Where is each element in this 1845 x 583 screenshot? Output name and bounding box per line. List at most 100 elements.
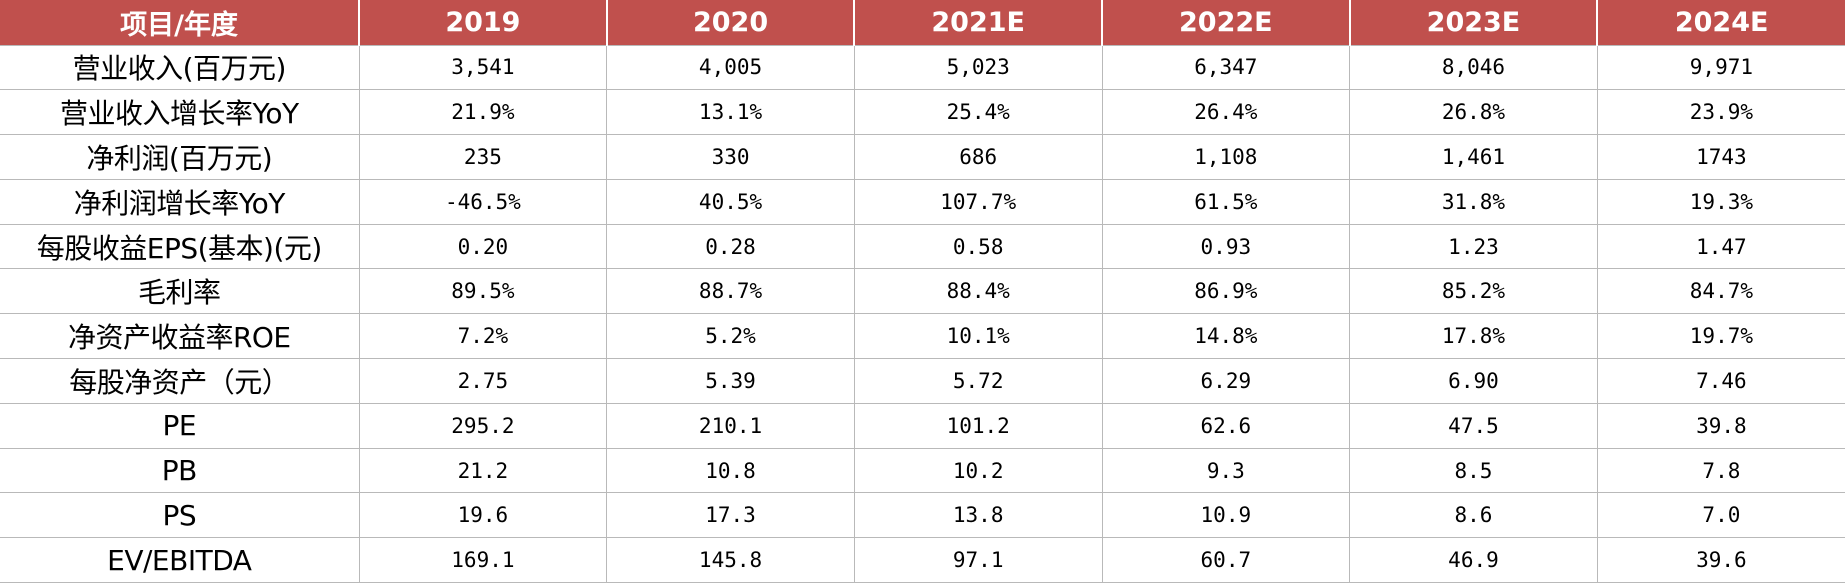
- table-cell: 17.3: [606, 492, 855, 538]
- table-cell: 19.6: [358, 492, 607, 538]
- table-cell: 1743: [1596, 134, 1845, 180]
- table-cell: 10.2: [853, 447, 1102, 493]
- table-cell: 85.2%: [1349, 268, 1598, 314]
- table-cell: 1,108: [1101, 134, 1350, 180]
- table-cell: 8.5: [1349, 447, 1598, 493]
- table-cell: 235: [358, 134, 607, 180]
- table-cell: 686: [853, 134, 1102, 180]
- table-cell: 8,046: [1349, 44, 1598, 90]
- table-cell: 7.8: [1596, 447, 1845, 493]
- table-row: 净资产收益率ROE 7.2% 5.2% 10.1% 14.8% 17.8% 19.7%: [0, 313, 1845, 359]
- table-cell: -46.5%: [358, 178, 607, 225]
- table-cell: 2.75: [358, 358, 607, 404]
- header-2023e: 2023E: [1348, 0, 1598, 45]
- table-cell: 5.72: [853, 358, 1102, 404]
- table-cell: 39.8: [1596, 402, 1845, 449]
- table-cell: 6.29: [1101, 358, 1350, 404]
- table-row: PS 19.6 17.3 13.8 10.9 8.6 7.0: [0, 492, 1845, 538]
- table-cell: 1,461: [1349, 134, 1598, 180]
- row-label: 净利润(百万元): [0, 134, 360, 180]
- table-row: 毛利率 89.5% 88.7% 88.4% 86.9% 85.2% 84.7%: [0, 268, 1845, 314]
- table-cell: 89.5%: [358, 268, 607, 314]
- table-cell: 40.5%: [606, 178, 855, 225]
- table-cell: 295.2: [358, 402, 607, 449]
- table-cell: 86.9%: [1101, 268, 1350, 314]
- table-row: PB 21.2 10.8 10.2 9.3 8.5 7.8: [0, 447, 1845, 493]
- table-cell: 145.8: [606, 537, 855, 583]
- table-cell: 1.23: [1349, 223, 1598, 269]
- table-row: EV/EBITDA 169.1 145.8 97.1 60.7 46.9 39.6: [0, 537, 1845, 583]
- table-cell: 7.2%: [358, 313, 607, 359]
- table-row: PE 295.2 210.1 101.2 62.6 47.5 39.8: [0, 402, 1845, 449]
- table-cell: 62.6: [1101, 402, 1350, 449]
- table-row: 每股收益EPS(基本)(元) 0.20 0.28 0.58 0.93 1.23 1.47: [0, 223, 1845, 269]
- table-cell: 88.4%: [853, 268, 1102, 314]
- table-cell: 13.1%: [606, 89, 855, 135]
- table-cell: 6.90: [1349, 358, 1598, 404]
- table-cell: 7.46: [1596, 358, 1845, 404]
- table-cell: 7.0: [1596, 492, 1845, 538]
- table-cell: 3,541: [358, 44, 607, 90]
- table-cell: 17.8%: [1349, 313, 1598, 359]
- table-cell: 5,023: [853, 44, 1102, 90]
- row-label: 净资产收益率ROE: [0, 313, 360, 359]
- table-cell: 21.9%: [358, 89, 607, 135]
- table-cell: 47.5: [1349, 402, 1598, 449]
- table-cell: 6,347: [1101, 44, 1350, 90]
- table-cell: 23.9%: [1596, 89, 1845, 135]
- table-header: 项目/年度 2019 2020 2021E 2022E 2023E 2024E: [0, 0, 1845, 45]
- header-2021e: 2021E: [853, 0, 1102, 45]
- table-cell: 0.20: [358, 223, 607, 269]
- table-cell: 19.3%: [1596, 178, 1845, 225]
- table-cell: 46.9: [1349, 537, 1598, 583]
- row-label: EV/EBITDA: [0, 537, 360, 583]
- header-2022e: 2022E: [1101, 0, 1350, 45]
- row-label: 毛利率: [0, 268, 360, 314]
- table-cell: 0.58: [853, 223, 1102, 269]
- table-cell: 4,005: [606, 44, 855, 90]
- table-cell: 88.7%: [606, 268, 855, 314]
- table-cell: 97.1: [853, 537, 1102, 583]
- table-row: 净利润增长率YoY -46.5% 40.5% 107.7% 61.5% 31.8% 19.3…: [0, 178, 1845, 225]
- row-label: PE: [0, 402, 360, 449]
- header-row: 项目/年度 2019 2020 2021E 2022E 2023E 2024E: [0, 0, 1845, 45]
- table-cell: 101.2: [853, 402, 1102, 449]
- table-cell: 14.8%: [1101, 313, 1350, 359]
- table-cell: 0.93: [1101, 223, 1350, 269]
- table-cell: 26.8%: [1349, 89, 1598, 135]
- table-cell: 8.6: [1349, 492, 1598, 538]
- table-cell: 9.3: [1101, 447, 1350, 493]
- table-cell: 169.1: [358, 537, 607, 583]
- table-cell: 25.4%: [853, 89, 1102, 135]
- row-label: 营业收入增长率YoY: [0, 89, 360, 135]
- header-2024e: 2024E: [1596, 0, 1845, 45]
- table-cell: 330: [606, 134, 855, 180]
- table-cell: 26.4%: [1101, 89, 1350, 135]
- table-cell: 0.28: [606, 223, 855, 269]
- table-cell: 10.9: [1101, 492, 1350, 538]
- row-label: 每股收益EPS(基本)(元): [0, 223, 360, 269]
- table-cell: 1.47: [1596, 223, 1845, 269]
- table-cell: 10.8: [606, 447, 855, 493]
- table-cell: 107.7%: [853, 178, 1102, 225]
- table-cell: 31.8%: [1349, 178, 1598, 225]
- row-label: 净利润增长率YoY: [0, 178, 360, 225]
- row-label: PS: [0, 492, 360, 538]
- row-label: 每股净资产（元）: [0, 358, 360, 404]
- table-cell: 9,971: [1596, 44, 1845, 90]
- table-cell: 10.1%: [853, 313, 1102, 359]
- table-body: 营业收入(百万元) 3,541 4,005 5,023 6,347 8,046 9,971 营…: [0, 44, 1845, 583]
- table-row: 营业收入(百万元) 3,541 4,005 5,023 6,347 8,046 9,971: [0, 44, 1845, 90]
- table-cell: 5.2%: [606, 313, 855, 359]
- table-cell: 21.2: [358, 447, 607, 493]
- table-cell: 60.7: [1101, 537, 1350, 583]
- header-2020: 2020: [605, 0, 855, 45]
- table-cell: 5.39: [606, 358, 855, 404]
- row-label: PB: [0, 447, 360, 493]
- table-row: 每股净资产（元） 2.75 5.39 5.72 6.29 6.90 7.46: [0, 358, 1845, 404]
- row-label: 营业收入(百万元): [0, 44, 360, 90]
- table-row: 净利润(百万元) 235 330 686 1,108 1,461 1743: [0, 134, 1845, 180]
- table-cell: 19.7%: [1596, 313, 1845, 359]
- table-cell: 13.8: [853, 492, 1102, 538]
